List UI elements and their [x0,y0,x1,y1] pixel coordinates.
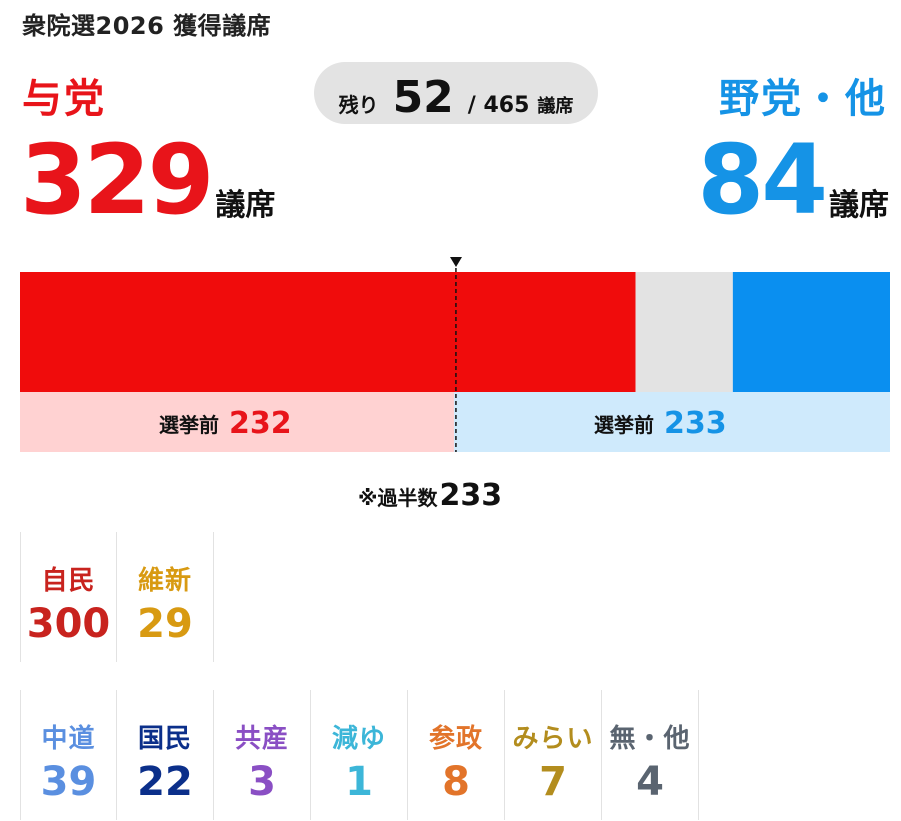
ruling-before-segment [20,392,455,452]
party-cell: 減ゆ 1 [311,690,408,820]
party-name: 参政 [428,724,483,754]
party-name: 中道 [41,724,96,754]
party-cell: 参政 8 [408,690,505,820]
remaining-segment [635,272,733,392]
party-name: みらい [512,724,594,754]
total-seats: / 465 [467,93,530,118]
opposition-seat-count: 84 議席 [697,132,889,228]
remaining-label: 残り [338,93,379,117]
party-cell: 自民 300 [20,532,117,662]
opposition-seats-unit: 議席 [829,188,889,223]
majority-value: 233 [439,478,503,513]
remaining-unit: 議席 [537,96,574,117]
party-seats: 8 [442,759,470,805]
opposition-segment [732,272,890,392]
ruling-seats-unit: 議席 [215,188,276,223]
party-name: 自民 [41,566,96,596]
party-name: 維新 [137,566,192,596]
party-seats: 3 [248,759,276,805]
ruling-bloc-label: 与党 [22,76,106,122]
opposition-before-segment [454,392,890,452]
ruling-seat-count: 329 議席 [20,132,275,228]
party-name: 共産 [234,724,289,754]
party-cell: 国民 22 [117,690,214,820]
party-seats: 7 [539,759,567,805]
party-cell: 共産 3 [214,690,311,820]
ruling-before-value: 232 [229,406,292,441]
page-title: 衆院選2026 獲得議席 [22,12,272,40]
party-cell: 中道 39 [20,690,117,820]
party-seats: 22 [137,759,193,805]
majority-marker-icon [450,257,462,267]
remaining-seats-pill: 残り 52 / 465 議席 [314,62,598,124]
majority-note: ※過半数 233 [358,478,502,513]
opposition-before-label: 選挙前 [594,413,654,437]
party-seats: 39 [40,759,97,805]
ruling-before-label: 選挙前 [159,413,219,437]
remaining-value: 52 [392,72,454,123]
opposition-party-breakdown: 中道 39 国民 22 共産 3 減ゆ 1 参政 8 みらい 7 無・他 4 [20,690,699,820]
opposition-bloc-label: 野党・他 [719,76,887,122]
ruling-party-breakdown: 自民 300 維新 29 [20,532,214,662]
party-seats: 4 [636,759,664,805]
party-seats: 300 [26,601,111,647]
party-cell: 維新 29 [117,532,214,662]
opposition-before-value: 233 [664,406,727,441]
party-name: 無・他 [609,724,691,754]
seat-bar-chart: 選挙前 232 選挙前 233 [20,257,890,452]
ruling-seats-number: 329 [20,124,214,236]
party-cell: みらい 7 [505,690,602,820]
party-name: 国民 [137,724,192,754]
majority-label: ※過半数 [358,486,438,510]
opposition-seats-number: 84 [697,124,828,236]
ruling-segment [20,272,636,392]
party-name: 減ゆ [331,724,386,754]
party-seats: 29 [137,601,193,647]
party-cell: 無・他 4 [602,690,699,820]
party-seats: 1 [345,759,373,805]
